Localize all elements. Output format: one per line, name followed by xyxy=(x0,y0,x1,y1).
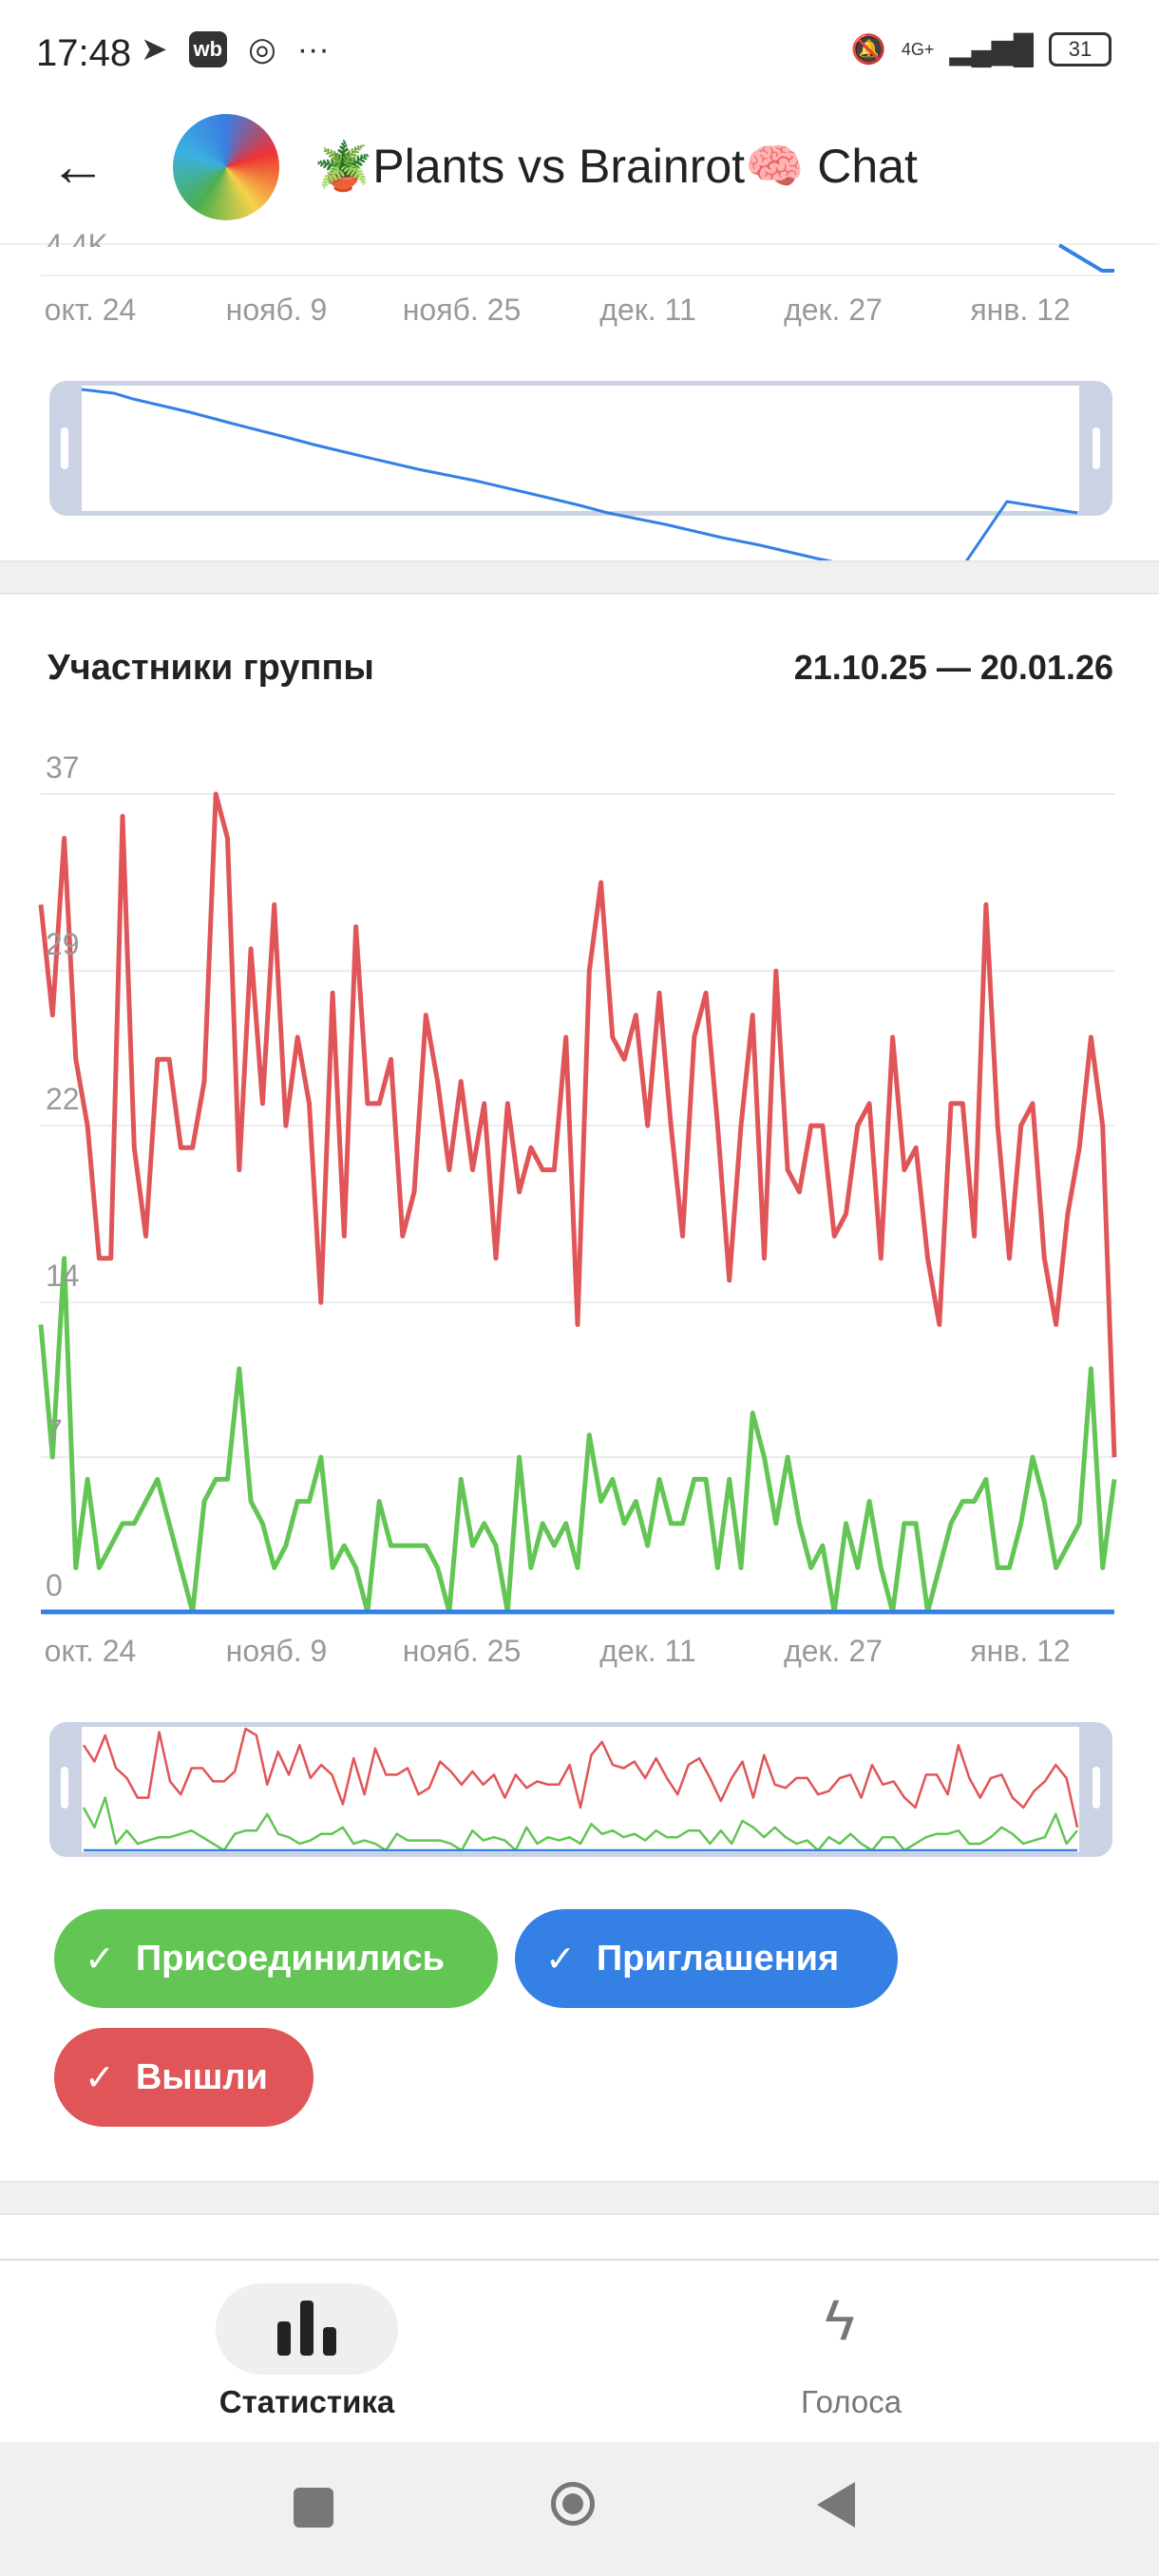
top-x-label: янв. 12 xyxy=(970,293,1071,327)
section-divider xyxy=(0,2181,1159,2215)
signal-icon: ▂▄▆█ xyxy=(949,33,1034,66)
lightning-icon[interactable]: ϟ xyxy=(825,2288,855,2352)
back-triangle-icon[interactable] xyxy=(817,2482,855,2528)
spiral-app-icon: ◎ xyxy=(248,31,276,67)
navigator-lines xyxy=(82,1727,1079,1852)
wb-app-icon: wb xyxy=(188,31,228,67)
top-navigator-window xyxy=(82,386,1079,511)
tab-statistics-label[interactable]: Статистика xyxy=(218,2384,395,2419)
top-x-label: окт. 24 xyxy=(44,293,137,327)
navigator-line-joined xyxy=(82,1796,1078,1852)
bottom-nav: Статистика ϟ Голоса xyxy=(0,2259,1159,2444)
legend-toggle-invites[interactable]: ✓ Приглашения xyxy=(515,1909,898,2008)
series-line-left xyxy=(38,791,1117,1458)
navigator-line-left xyxy=(82,1727,1079,1828)
navigator-right-handle xyxy=(1092,1767,1100,1809)
bell-muted-icon: 🔕 xyxy=(850,33,886,66)
notification-icons: ➤ wb ◎ ··· xyxy=(141,30,330,68)
y-tick-label: 14 xyxy=(46,1259,80,1294)
status-bar: 17:48 ➤ wb ◎ ··· 🔕 4G+ ▂▄▆█ 31 xyxy=(0,0,1159,104)
app-header: ← 🪴Plants vs Brainrot🧠 Chat xyxy=(0,104,1159,245)
home-circle-icon[interactable] xyxy=(551,2482,595,2526)
chat-title: 🪴Plants vs Brainrot🧠 Chat xyxy=(314,140,918,193)
series-line-joined xyxy=(38,1256,1117,1615)
bar-chart-icon xyxy=(277,2321,291,2356)
tab-votes-label[interactable]: Голоса xyxy=(800,2384,902,2419)
check-icon: ✓ xyxy=(545,1939,576,1979)
tab-statistics[interactable] xyxy=(216,2283,398,2375)
legend-label: Присоединились xyxy=(135,1938,445,1979)
date-range[interactable]: 21.10.25 — 20.01.26 xyxy=(793,648,1113,687)
x-tick-label: окт. 24 xyxy=(44,1634,137,1668)
navigator-left-handle xyxy=(61,1767,68,1809)
top-x-label: дек. 27 xyxy=(784,293,883,327)
bottom-navigator[interactable] xyxy=(49,1722,1112,1857)
y-tick-label: 7 xyxy=(46,1413,63,1449)
x-tick-label: янв. 12 xyxy=(970,1634,1071,1668)
legend-label: Вышли xyxy=(135,2056,268,2097)
x-tick-label: нояб. 25 xyxy=(402,1634,522,1668)
chat-avatar[interactable] xyxy=(173,114,279,220)
legend-toggle-left[interactable]: ✓ Вышли xyxy=(54,2028,314,2127)
recents-square-icon[interactable] xyxy=(294,2488,333,2528)
y-tick-label: 37 xyxy=(46,750,80,785)
battery-icon: 31 xyxy=(1049,32,1112,66)
top-navigator-right-handle xyxy=(1092,427,1100,469)
top-chart-y-tick: 4.4K xyxy=(46,228,108,247)
bar-chart-icon-bar xyxy=(323,2327,336,2356)
x-tick-label: дек. 27 xyxy=(784,1634,883,1668)
main-chart-grid xyxy=(41,793,1114,1459)
top-x-label: дек. 11 xyxy=(599,293,696,327)
section-title: Участники группы xyxy=(48,648,374,688)
x-tick-label: нояб. 9 xyxy=(225,1634,328,1668)
telegram-icon: ➤ xyxy=(141,31,168,67)
legend-toggle-joined[interactable]: ✓ Присоединились xyxy=(54,1909,498,2008)
check-icon: ✓ xyxy=(85,2057,115,2098)
bar-chart-icon-bar xyxy=(300,2301,314,2356)
top-chart-series-line xyxy=(1057,243,1114,273)
y-tick-label: 29 xyxy=(46,927,80,962)
top-x-label: нояб. 9 xyxy=(225,293,328,327)
system-nav-bar xyxy=(0,2442,1159,2576)
y-tick-label: 0 xyxy=(46,1568,63,1602)
top-x-label: нояб. 25 xyxy=(402,293,522,327)
top-navigator[interactable] xyxy=(49,381,1112,587)
x-tick-label: дек. 11 xyxy=(599,1634,696,1668)
status-time: 17:48 xyxy=(36,32,132,74)
back-arrow-icon[interactable]: ← xyxy=(49,134,106,198)
top-chart-line xyxy=(41,243,1114,276)
top-navigator-left-handle xyxy=(61,427,68,469)
more-notifications-icon: ··· xyxy=(296,30,330,67)
legend-label: Приглашения xyxy=(596,1938,840,1979)
y-tick-label: 22 xyxy=(46,1082,80,1117)
check-icon: ✓ xyxy=(85,1939,115,1979)
main-chart-lines xyxy=(38,791,1117,1615)
navigator-window xyxy=(82,1727,1079,1852)
section-divider xyxy=(0,560,1159,595)
system-icons: 🔕 4G+ ▂▄▆█ 31 xyxy=(850,32,1112,66)
network-type: 4G+ xyxy=(901,39,935,59)
